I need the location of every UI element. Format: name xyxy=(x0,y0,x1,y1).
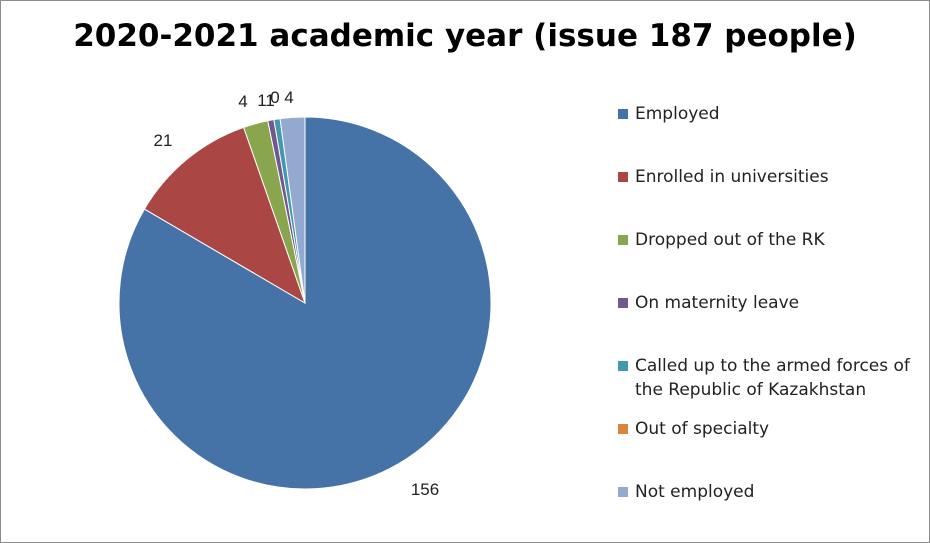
chart-title: 2020-2021 academic year (issue 187 peopl… xyxy=(73,18,857,54)
data-label: 21 xyxy=(154,131,173,150)
legend-swatch xyxy=(618,298,628,308)
data-label: 156 xyxy=(411,480,439,499)
legend-label: Dropped out of the RK xyxy=(635,230,825,250)
legend-label: Out of specialty xyxy=(635,419,770,439)
legend-item: Out of specialty xyxy=(618,417,925,441)
slice-enrolled-in-universities xyxy=(143,126,306,305)
legend-swatch xyxy=(618,109,628,119)
legend-item: Enrolled in universities xyxy=(618,165,925,189)
data-label: 0 xyxy=(270,88,279,107)
pie-slices xyxy=(118,116,492,490)
data-label: 1 xyxy=(257,91,266,110)
slice-not-employed xyxy=(279,116,306,304)
legend-label: Called up to the armed forces of the Rep… xyxy=(635,356,910,400)
data-label: 4 xyxy=(284,88,293,107)
legend-swatch xyxy=(618,361,628,371)
legend-label: Not employed xyxy=(635,482,755,502)
legend-swatch xyxy=(618,487,628,497)
data-label: 4 xyxy=(238,92,247,111)
legend-label: Enrolled in universities xyxy=(635,167,829,187)
legend-label: On maternity leave xyxy=(635,293,800,313)
legend-item: Dropped out of the RK xyxy=(618,228,925,252)
legend-swatch xyxy=(618,424,628,434)
legend-item: Called up to the armed forces of the Rep… xyxy=(618,354,925,402)
legend-swatch xyxy=(618,172,628,182)
legend-item: On maternity leave xyxy=(618,291,925,315)
legend-item: Employed xyxy=(618,102,925,126)
legend-label: Employed xyxy=(635,104,720,124)
legend-item: Not employed xyxy=(618,480,925,504)
data-label: 1 xyxy=(265,91,274,110)
legend-swatch xyxy=(618,235,628,245)
